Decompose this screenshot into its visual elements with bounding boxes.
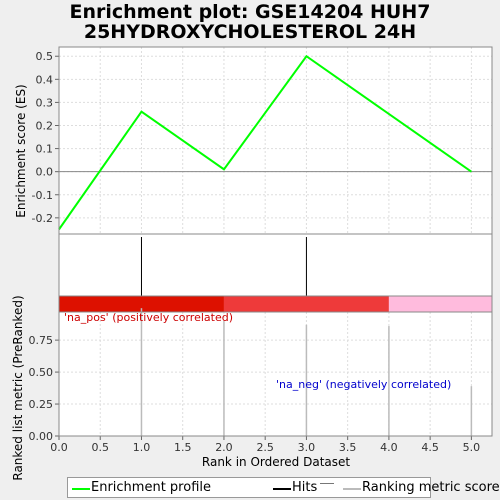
x-tick-label-8: 4.0	[380, 441, 398, 454]
es-ytick-label-7: -0.2	[32, 212, 53, 225]
heat-segment-2	[388, 296, 492, 312]
x-tick-label-3: 1.5	[174, 441, 192, 454]
metric-plot-area	[59, 312, 492, 436]
metric-ytick-label-0: 0.75	[29, 334, 54, 347]
x-tick-label-7: 3.5	[339, 441, 357, 454]
x-axis-label: Rank in Ordered Dataset	[202, 455, 350, 469]
es-ytick-label-4: 0.1	[36, 143, 54, 156]
heatmap-bar	[58, 295, 493, 313]
x-tick-label-5: 2.5	[256, 441, 274, 454]
x-tick-label-4: 2.0	[215, 441, 233, 454]
metric-frame	[58, 311, 493, 437]
x-tick-label-2: 1.0	[133, 441, 151, 454]
legend-swatch-ranking-metric	[343, 488, 361, 490]
es-ytick-label-2: 0.3	[36, 96, 54, 109]
x-tick-label-10: 5.0	[463, 441, 481, 454]
legend: Enrichment profile Hits Ranking metric s…	[67, 477, 500, 498]
legend-label-enrichment-profile: Enrichment profile	[91, 480, 211, 495]
chart-title: Enrichment plot: GSE14204 HUH7 25HYDROXY…	[0, 2, 500, 42]
x-tick-label-6: 3.0	[298, 441, 316, 454]
legend-swatch-hits	[273, 488, 291, 490]
metric-ytick-label-2: 0.25	[29, 398, 54, 411]
x-tick-label-9: 4.5	[421, 441, 439, 454]
metric-ytick-label-1: 0.50	[29, 366, 54, 379]
legend-swatch-enrichment-profile	[72, 488, 90, 490]
es-ytick-label-1: 0.4	[36, 73, 54, 86]
heat-segment-1	[223, 296, 389, 312]
x-tick-label-0: 0.0	[50, 441, 68, 454]
es-ytick-label-0: 0.5	[36, 50, 54, 63]
chart-title-line2: 25HYDROXYCHOLESTEROL 24H	[83, 21, 417, 43]
metric-y-axis-label: Ranked list metric (PreRanked)	[11, 295, 25, 480]
chart-title-line1: Enrichment plot: GSE14204 HUH7	[69, 1, 431, 23]
annotation-na-pos: 'na_pos' (positively correlated)	[64, 311, 233, 324]
annotation-na-neg: 'na_neg' (negatively correlated)	[276, 378, 451, 391]
metric-ytick-label-3: 0.00	[29, 430, 54, 443]
hits-panel	[58, 233, 493, 297]
hits-plot-area	[58, 233, 493, 297]
legend-label-hits: Hits	[292, 480, 318, 495]
es-plot-area	[59, 47, 492, 234]
legend-label-ranking-metric: Ranking metric scores	[362, 480, 500, 495]
x-tick-label-1: 0.5	[91, 441, 109, 454]
es-y-axis-label: Enrichment score (ES)	[14, 84, 28, 217]
es-ytick-label-5: 0.0	[36, 166, 54, 179]
es-ytick-label-3: 0.2	[36, 119, 54, 132]
es-panel: 0.5 0.4 0.3 0.2 0.1 0.0 -0.1 -0.2	[32, 46, 493, 235]
legend-swatch-extra	[320, 483, 334, 484]
es-ytick-label-6: -0.1	[32, 189, 53, 202]
heat-segment-0	[59, 296, 224, 312]
metric-panel: 0.0 0.5 1.0 1.5 2.0 2.5 3.0 3.5 4.0 4.5 5.0 0.75 0.5…	[29, 308, 493, 454]
enrichment-profile-line	[58, 54, 472, 230]
